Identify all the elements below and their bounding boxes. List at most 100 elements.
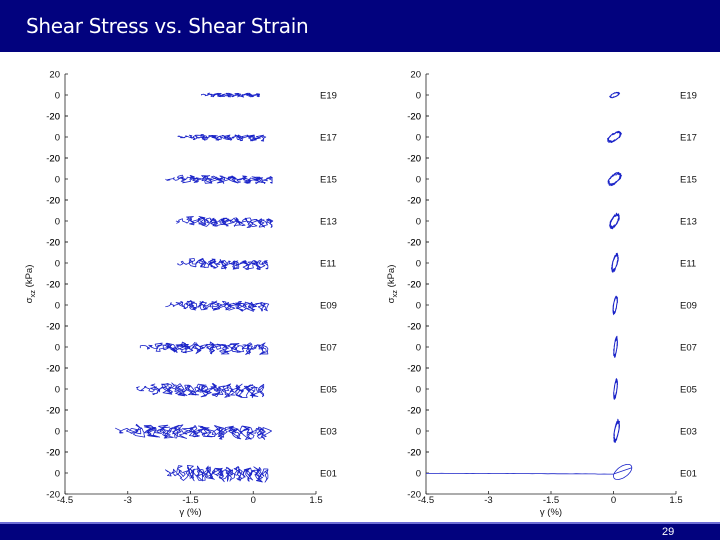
y-tick-label: 20: [410, 154, 421, 165]
hysteresis-trace-E07: [139, 341, 269, 356]
x-tick-label: -3: [124, 495, 132, 506]
hysteresis-trace-E13: [175, 216, 274, 228]
x-tick-label: 0: [611, 495, 616, 506]
y-tick-label: -20: [407, 154, 421, 165]
y-tick-label: -20: [46, 280, 60, 291]
series-label-E17: E17: [320, 133, 337, 144]
series-label-E01: E01: [320, 469, 337, 480]
hysteresis-trace-E19: [201, 92, 260, 98]
y-tick-label: -20: [407, 280, 421, 291]
y-tick-label: 20: [49, 196, 60, 207]
y-axis-label: σxz (kPa): [386, 265, 399, 304]
y-tick-label: 20: [410, 70, 421, 81]
series-label-E07: E07: [680, 343, 697, 354]
y-tick-label: -20: [46, 238, 60, 249]
x-axis-label: γ (%): [540, 507, 562, 518]
y-tick-label: 20: [49, 280, 60, 291]
series-label-E19: E19: [320, 91, 337, 102]
hysteresis-trace-E03: [115, 423, 272, 440]
series-label-E15: E15: [680, 175, 697, 186]
x-tick-label: -1.5: [543, 495, 559, 506]
x-tick-label: -4.5: [57, 495, 73, 506]
y-tick-label: 0: [55, 427, 60, 438]
y-tick-label: 0: [55, 343, 60, 354]
y-tick-label: 0: [416, 91, 421, 102]
x-tick-label: -3: [484, 495, 492, 506]
y-tick-label: 20: [410, 196, 421, 207]
x-tick-label: 1.5: [309, 495, 322, 506]
series-label-E13: E13: [320, 217, 337, 228]
y-tick-label: -20: [46, 196, 60, 207]
series-label-E03: E03: [320, 427, 337, 438]
y-tick-label: -20: [46, 154, 60, 165]
footer-accent-line: [0, 522, 720, 524]
y-tick-label: 0: [416, 469, 421, 480]
series-label-E11: E11: [320, 259, 336, 270]
hysteresis-trace-E09: [165, 300, 270, 312]
y-tick-label: -20: [46, 322, 60, 333]
hysteresis-trace-E01: [165, 465, 269, 483]
footer-bar: [0, 522, 720, 540]
x-tick-label: -4.5: [418, 495, 434, 506]
y-tick-label: 0: [416, 217, 421, 228]
charts-canvas: 20 0 -20 E19 20 0 -20 E17 20 0 -20 E15 20 0 -20 E13 20 0 -…: [24, 70, 697, 519]
y-tick-label: 20: [410, 238, 421, 249]
series-label-E09: E09: [320, 301, 337, 312]
y-tick-label: -20: [407, 238, 421, 249]
series-label-E09: E09: [680, 301, 697, 312]
hysteresis-trace-E03: [613, 418, 620, 443]
hysteresis-trace-E19: [609, 91, 621, 99]
y-tick-label: 0: [55, 133, 60, 144]
hysteresis-trace-E07: [613, 335, 618, 358]
y-tick-label: 20: [49, 238, 60, 249]
hysteresis-trace-E09: [612, 295, 618, 316]
y-tick-label: 20: [49, 112, 60, 123]
y-tick-label: -20: [46, 364, 60, 375]
y-tick-label: 20: [410, 364, 421, 375]
y-tick-label: -20: [407, 490, 421, 501]
hysteresis-trace-E11: [611, 252, 619, 273]
y-tick-label: -20: [46, 448, 60, 459]
series-label-E05: E05: [680, 385, 697, 396]
series-label-E05: E05: [320, 385, 337, 396]
x-tick-label: 0: [251, 495, 256, 506]
y-tick-label: -20: [407, 196, 421, 207]
y-tick-label: 20: [49, 448, 60, 459]
y-tick-label: 0: [416, 301, 421, 312]
x-tick-label: 1.5: [669, 495, 682, 506]
y-tick-label: 20: [410, 406, 421, 417]
y-tick-label: 20: [49, 70, 60, 81]
hysteresis-trace-E01: [426, 464, 633, 480]
hysteresis-trace-E15: [165, 174, 273, 185]
y-tick-label: 0: [55, 259, 60, 270]
y-tick-label: -20: [407, 112, 421, 123]
y-tick-label: 0: [416, 385, 421, 396]
y-tick-label: 20: [49, 406, 60, 417]
y-tick-label: 0: [55, 175, 60, 186]
chart-panel-2: 20 0 -20 E19 20 0 -20 E17 20 0 -20 E15 20 0 -20 E13 20 0 -…: [386, 70, 697, 519]
series-label-E11: E11: [680, 259, 696, 270]
hysteresis-trace-E13: [609, 212, 620, 230]
y-tick-label: 0: [55, 469, 60, 480]
hysteresis-trace-E05: [135, 382, 265, 399]
y-tick-label: -20: [46, 406, 60, 417]
y-tick-label: 0: [416, 175, 421, 186]
y-tick-label: 0: [416, 343, 421, 354]
y-tick-label: 0: [416, 427, 421, 438]
y-tick-label: 20: [49, 154, 60, 165]
series-label-E01: E01: [680, 469, 697, 480]
y-tick-label: -20: [407, 406, 421, 417]
y-tick-label: 20: [49, 322, 60, 333]
y-tick-label: 0: [55, 385, 60, 396]
y-tick-label: -20: [46, 490, 60, 501]
title-bar: Shear Stress vs. Shear Strain: [0, 0, 720, 52]
y-tick-label: 0: [416, 133, 421, 144]
y-tick-label: 20: [410, 280, 421, 291]
y-axis-label: σxz (kPa): [24, 265, 37, 304]
y-tick-label: 20: [410, 112, 421, 123]
y-tick-label: 0: [416, 259, 421, 270]
series-label-E13: E13: [680, 217, 697, 228]
y-tick-label: -20: [407, 364, 421, 375]
y-tick-label: -20: [46, 112, 60, 123]
hysteresis-trace-E11: [177, 257, 269, 271]
